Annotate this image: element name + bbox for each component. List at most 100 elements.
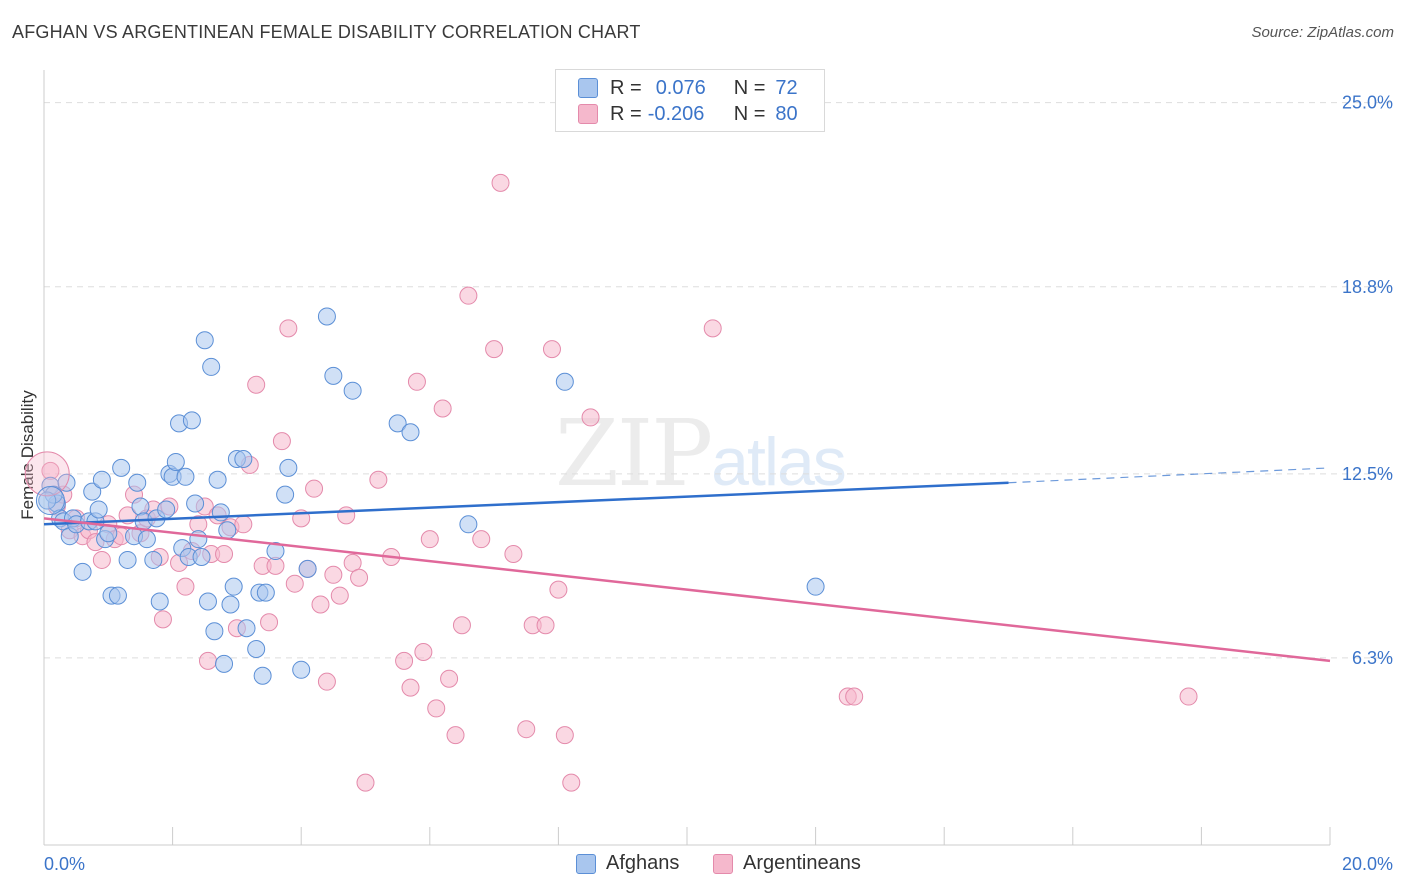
afghans-point	[221, 595, 240, 614]
afghans-point	[92, 470, 111, 489]
argentineans-cluster	[24, 451, 70, 497]
r-value: 0.076	[655, 76, 706, 99]
afghans-point	[343, 381, 362, 400]
argentineans-point	[260, 613, 279, 632]
afghans-point	[131, 497, 150, 516]
afghans-point	[459, 515, 478, 534]
argentineans-point	[446, 726, 465, 745]
correlation-legend: R = 0.076 N = 72 R = -0.206 N = 80	[555, 69, 825, 132]
argentineans-point	[420, 530, 439, 549]
source-label: Source: ZipAtlas.com	[1251, 24, 1394, 41]
argentineans-point	[279, 319, 298, 338]
afghans-point	[137, 530, 156, 549]
afghans-point	[157, 500, 176, 519]
watermark: ZIPatlas	[555, 400, 847, 507]
afghans-trend-line	[43, 481, 1009, 526]
x-tick-label: 20.0%	[1342, 854, 1393, 874]
legend-label-afghans: Afghans	[606, 852, 680, 874]
argentineans-point	[504, 545, 523, 564]
afghans-point	[253, 666, 272, 685]
argentineans-trend-line	[43, 517, 1331, 663]
afghans-trend-extension	[1008, 467, 1331, 484]
argentineans-point	[337, 506, 356, 525]
afghans-point	[89, 500, 108, 519]
afghans-swatch	[576, 853, 596, 874]
y-tick-label: 18.8%	[1342, 277, 1393, 297]
r-label: R =	[610, 76, 642, 99]
afghans-point	[224, 577, 243, 596]
afghans-point	[38, 491, 57, 510]
argentineans-point	[395, 651, 414, 670]
afghans-point	[234, 449, 253, 468]
afghans-point	[266, 542, 285, 561]
argentineans-point	[153, 610, 172, 629]
argentineans-point	[305, 479, 324, 498]
argentineans-point	[549, 580, 568, 599]
argentineans-point	[485, 340, 504, 359]
n-value: 72	[775, 76, 798, 99]
argentineans-point	[324, 565, 343, 584]
x-tick-label: 0.0%	[44, 854, 85, 874]
argentineans-point	[176, 577, 195, 596]
argentineans-point	[703, 319, 722, 338]
afghans-point	[324, 366, 343, 385]
y-tick-label: 25.0%	[1342, 93, 1393, 113]
argentineans-point	[92, 550, 111, 569]
afghans-point	[247, 640, 266, 659]
afghans-point	[218, 521, 237, 540]
argentineans-point	[401, 678, 420, 697]
afghans-point	[189, 530, 208, 549]
n-label: N =	[733, 102, 766, 125]
legend-item-afghans[interactable]: Afghans	[576, 852, 679, 875]
series-legend: Afghans Argentineans	[0, 852, 1406, 876]
afghans-point	[388, 414, 407, 433]
afghans-cluster	[35, 486, 65, 516]
argentineans-point	[536, 616, 555, 635]
argentineans-point	[433, 399, 452, 418]
afghans-point	[198, 592, 217, 611]
afghans-point	[112, 458, 131, 477]
argentineans-point	[517, 720, 536, 739]
legend-label-argentineans: Argentineans	[743, 852, 861, 874]
afghans-swatch	[578, 78, 598, 98]
argentineans-point	[459, 286, 478, 305]
argentineans-point	[350, 568, 369, 587]
afghans-point	[83, 482, 102, 501]
watermark-zip: ZIP	[555, 400, 713, 507]
r-label: R =	[610, 102, 642, 125]
afghans-point	[401, 423, 420, 442]
argentineans-point	[562, 773, 581, 792]
argentineans-point	[369, 470, 388, 489]
argentineans-point	[555, 726, 574, 745]
argentineans-point	[414, 642, 433, 661]
argentineans-point	[407, 372, 426, 391]
afghans-point	[317, 307, 336, 326]
argentineans-point	[272, 432, 291, 451]
argentineans-point	[491, 173, 510, 192]
afghans-point	[118, 550, 137, 569]
afghans-point	[256, 583, 275, 602]
afghans-point	[176, 467, 195, 486]
afghans-point	[205, 622, 224, 641]
afghans-point	[57, 473, 76, 492]
legend-item-argentineans[interactable]: Argentineans	[713, 852, 861, 875]
afghans-point	[298, 559, 317, 578]
argentineans-point	[542, 340, 561, 359]
argentineans-point	[472, 530, 491, 549]
afghans-point	[806, 577, 825, 596]
argentineans-swatch	[713, 853, 733, 874]
afghans-point	[73, 562, 92, 581]
argentineans-point	[285, 574, 304, 593]
afghans-point	[279, 458, 298, 477]
afghans-point	[144, 550, 163, 569]
y-tick-label: 12.5%	[1342, 464, 1393, 484]
n-value: 80	[775, 102, 798, 125]
afghans-point	[211, 503, 230, 522]
afghans-point	[237, 619, 256, 638]
afghans-point	[195, 331, 214, 350]
afghans-point	[186, 494, 205, 513]
argentineans-point	[356, 773, 375, 792]
r-value: -0.206	[647, 102, 705, 125]
afghans-point	[182, 411, 201, 430]
